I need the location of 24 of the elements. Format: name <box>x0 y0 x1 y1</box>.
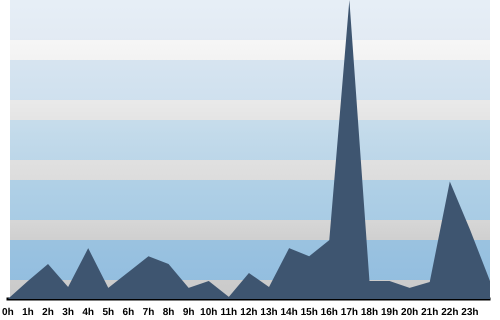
x-tick-label: 16h <box>320 306 338 318</box>
x-tick-label: 18h <box>360 306 378 318</box>
x-tick-label: 17h <box>340 306 358 318</box>
x-tick-label: 12h <box>240 306 258 318</box>
x-tick-label: 1h <box>22 306 34 318</box>
x-tick-label: 9h <box>182 306 194 318</box>
x-tick-label: 15h <box>300 306 318 318</box>
x-tick-label: 6h <box>122 306 134 318</box>
x-tick-label: 8h <box>162 306 174 318</box>
x-tick-label: 3h <box>62 306 74 318</box>
x-tick-label: 21h <box>421 306 438 318</box>
x-tick-label: 4h <box>82 306 94 318</box>
x-tick-label: 20h <box>401 306 418 318</box>
x-tick-label: 22h <box>441 306 458 318</box>
x-tick-label: 23h <box>461 306 479 318</box>
x-tick-label: 7h <box>142 306 154 318</box>
x-tick-label: 13h <box>260 306 278 318</box>
x-tick-label: 19h <box>380 306 398 318</box>
x-tick-label: 0h <box>2 306 14 318</box>
x-tick-label: 2h <box>42 306 54 318</box>
x-tick-label: 11h <box>220 306 238 318</box>
x-tick-label: 14h <box>280 306 298 318</box>
x-tick-label: 5h <box>102 306 114 318</box>
x-tick-label: 10h <box>200 306 218 318</box>
